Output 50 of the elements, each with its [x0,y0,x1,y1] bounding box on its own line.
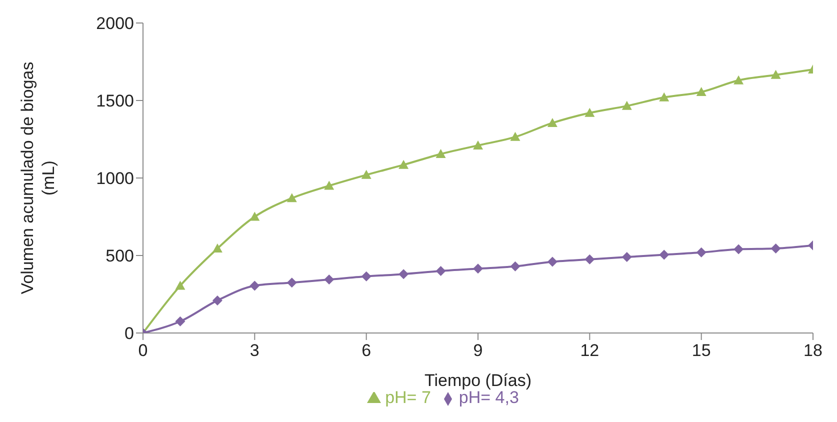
point [696,247,706,258]
point [770,70,781,79]
x-tick-label: 15 [692,341,711,360]
y-tick-label: 500 [106,246,134,266]
point [510,261,520,272]
point [659,250,670,260]
point [547,118,558,127]
point [622,252,632,262]
point [361,271,372,282]
y-tick-label: 2000 [96,14,134,34]
point [659,92,670,102]
point [584,254,595,264]
y-tick-label: 1000 [96,169,134,188]
y-tick-label: 1500 [96,92,134,111]
x-tick-label: 18 [804,341,822,360]
point [361,170,372,179]
point [212,244,222,253]
y-tick-label: 0 [124,324,134,344]
x-tick-label: 12 [580,341,600,360]
point [324,180,334,190]
point [250,280,260,291]
point [734,244,744,254]
point [286,193,297,202]
point [473,140,483,150]
x-tick-label: 0 [138,341,148,360]
legend-label: pH= 4,3 [458,388,519,407]
x-tick-label: 3 [250,341,260,360]
x-tick-label: 9 [473,341,483,360]
point [770,244,781,254]
point [547,256,558,267]
point [436,266,446,276]
y-axis-title: Volumen acumulado de biogas (mL) [18,62,58,294]
point [510,132,520,141]
legend-label: pH= 7 [385,388,431,407]
point [212,295,222,306]
point [584,108,595,117]
point [324,274,334,285]
point [473,264,483,274]
point [175,316,186,326]
point [436,148,446,158]
point [175,280,186,290]
point [398,160,409,169]
x-tick-label: 6 [362,341,372,360]
point [696,86,706,96]
point [286,278,297,288]
point [734,75,744,84]
point [622,100,632,110]
point [398,269,409,280]
x-axis-title: Tiempo (Días) [424,371,532,390]
point [250,212,260,221]
